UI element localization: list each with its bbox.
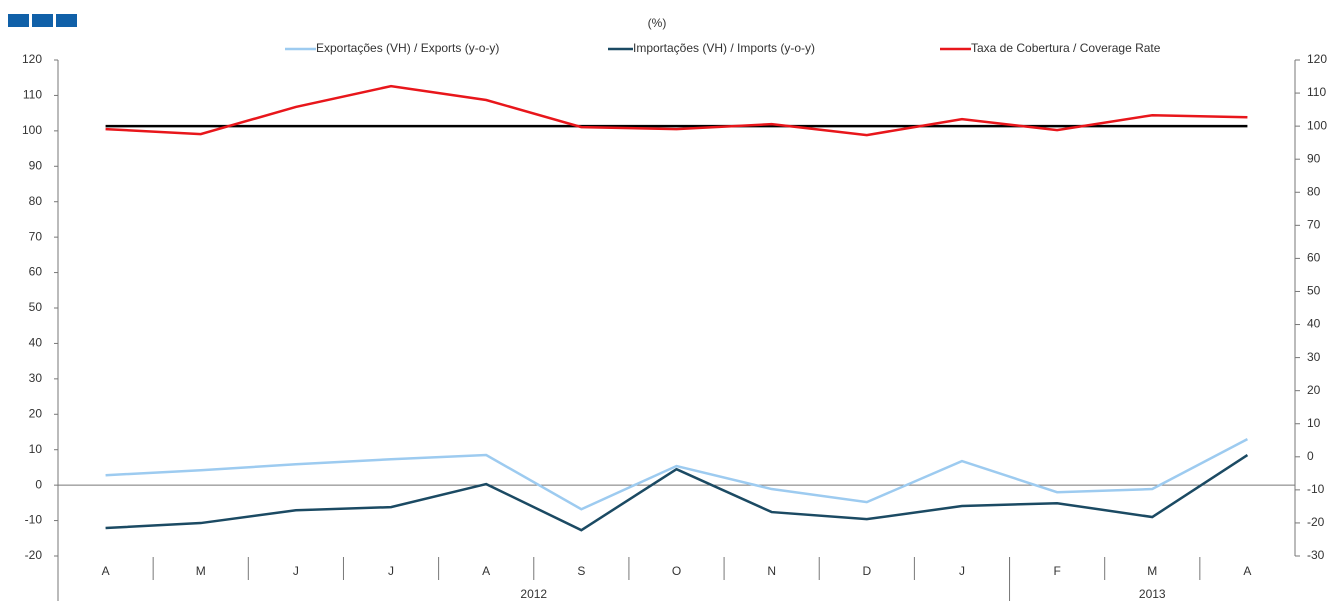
y-tick-label: 20 (29, 406, 43, 420)
y2-tick-label: -10 (1307, 482, 1325, 496)
logo (8, 14, 29, 27)
y2-tick-label: 70 (1307, 218, 1321, 232)
x-tick-label: J (959, 564, 965, 578)
x-tick-label: O (672, 564, 681, 578)
series-line (105, 453, 1249, 532)
x-tick-label: M (196, 564, 206, 578)
x-tick-label: A (482, 564, 490, 578)
legend-label: Importações (VH) / Imports (y-o-y) (633, 41, 815, 55)
x-group-label: 2013 (1139, 587, 1166, 601)
y2-tick-label: 50 (1307, 284, 1321, 298)
y2-tick-label: -30 (1307, 548, 1325, 562)
y-tick-label: 50 (29, 300, 43, 314)
logo (56, 14, 77, 27)
x-tick-label: J (293, 564, 299, 578)
legend-label: Taxa de Cobertura / Coverage Rate (971, 41, 1161, 55)
y2-tick-label: 30 (1307, 350, 1321, 364)
y-tick-label: 60 (29, 265, 43, 279)
y2-tick-label: 60 (1307, 251, 1321, 265)
y-tick-label: 40 (29, 336, 43, 350)
x-tick-label: S (577, 564, 585, 578)
y-tick-label: 0 (35, 477, 42, 491)
y2-tick-label: 20 (1307, 383, 1321, 397)
y-tick-label: -20 (25, 548, 43, 562)
y-tick-label: 10 (29, 442, 43, 456)
y2-tick-label: 90 (1307, 151, 1321, 165)
series-line (105, 437, 1249, 511)
y-tick-label: 90 (29, 158, 43, 172)
y-tick-label: 80 (29, 194, 43, 208)
x-tick-label: J (388, 564, 394, 578)
y-tick-label: 70 (29, 229, 43, 243)
x-tick-label: D (862, 564, 871, 578)
logo (32, 14, 53, 27)
x-tick-label: A (1243, 564, 1251, 578)
y2-tick-label: 80 (1307, 184, 1321, 198)
x-tick-label: A (102, 564, 110, 578)
y2-tick-label: 110 (1307, 85, 1326, 99)
x-tick-label: N (767, 564, 776, 578)
legend-label: Exportações (VH) / Exports (y-o-y) (316, 41, 499, 55)
y-tick-label: 100 (22, 123, 42, 137)
series-line (105, 84, 1248, 137)
y2-tick-label: 100 (1307, 118, 1327, 132)
y-tick-label: 120 (22, 52, 42, 66)
y2-tick-label: 10 (1307, 416, 1321, 430)
y2-tick-label: 120 (1307, 52, 1327, 66)
y2-tick-label: -20 (1307, 515, 1325, 529)
y-tick-label: 110 (23, 88, 42, 102)
y-tick-label: -10 (25, 513, 43, 527)
subtitle: (%) (648, 16, 667, 30)
y-tick-label: 30 (29, 371, 43, 385)
y2-tick-label: 0 (1307, 449, 1314, 463)
x-tick-label: M (1147, 564, 1157, 578)
x-tick-label: F (1053, 564, 1060, 578)
y2-tick-label: 40 (1307, 317, 1321, 331)
x-group-label: 2012 (520, 587, 547, 601)
